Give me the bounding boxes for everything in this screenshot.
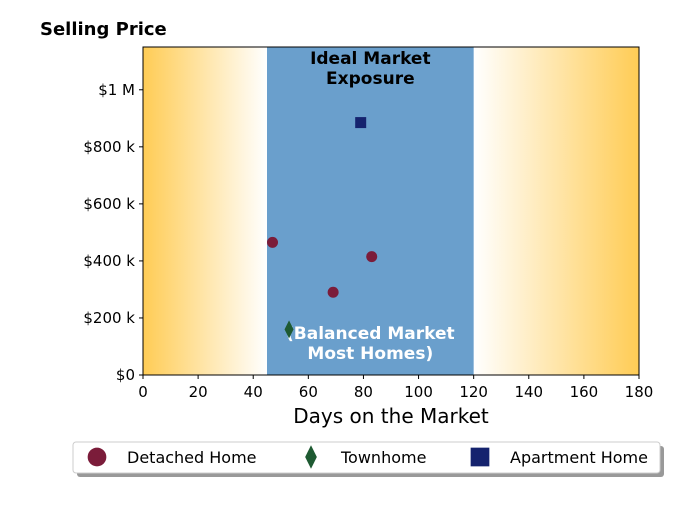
plot-frame bbox=[142, 46, 640, 376]
data-point-circle bbox=[327, 286, 339, 298]
data-point-square bbox=[355, 117, 367, 129]
x-axis-label: Days on the Market bbox=[293, 404, 489, 428]
data-point-circle bbox=[366, 251, 378, 263]
x-tick-label: 0 bbox=[138, 383, 148, 401]
legend-box bbox=[72, 441, 661, 474]
y-tick-label: $200 k bbox=[83, 309, 135, 327]
y-tick-label: $1 M bbox=[98, 81, 135, 99]
legend-label: Townhome bbox=[340, 448, 426, 467]
ideal-market-band bbox=[267, 47, 474, 375]
band-label-top-line: Exposure bbox=[326, 69, 415, 89]
data-point-circle bbox=[267, 236, 279, 248]
y-tick-label: $600 k bbox=[83, 195, 135, 213]
band-label-bottom-line: Most Homes) bbox=[307, 344, 433, 364]
legend-marker-diamond bbox=[305, 445, 317, 469]
legend-marker-circle bbox=[87, 447, 107, 467]
x-tick-label: 80 bbox=[354, 383, 373, 401]
legend: Detached Home Townhome Apartment Home bbox=[72, 441, 664, 477]
data-point-diamond bbox=[284, 320, 294, 339]
y-tick-label: $800 k bbox=[83, 138, 135, 156]
band-label-bottom-line: (Balanced Market bbox=[286, 324, 455, 344]
x-tick-label: 20 bbox=[189, 383, 208, 401]
x-tick-label: 120 bbox=[459, 383, 488, 401]
left-gradient-region bbox=[143, 47, 267, 375]
chart-title: Selling Price bbox=[40, 19, 167, 40]
x-tick-label: 40 bbox=[244, 383, 263, 401]
band-label-top-line: Ideal Market bbox=[310, 49, 431, 69]
x-tick-label: 100 bbox=[404, 383, 433, 401]
legend-marker-square bbox=[470, 447, 490, 467]
x-tick-label: 140 bbox=[514, 383, 543, 401]
data-points bbox=[267, 117, 378, 339]
axes: 0 20 40 60 80 100 120 140 160 180 $0 $200 k $400 k $6… bbox=[83, 46, 654, 401]
plot-background bbox=[143, 47, 639, 375]
y-tick-label: $0 bbox=[116, 366, 135, 384]
x-tick-label: 180 bbox=[625, 383, 654, 401]
x-tick-label: 160 bbox=[570, 383, 599, 401]
legend-label: Apartment Home bbox=[510, 448, 648, 467]
x-tick-label: 60 bbox=[299, 383, 318, 401]
y-tick-label: $400 k bbox=[83, 252, 135, 270]
right-gradient-region bbox=[473, 47, 639, 375]
legend-label: Detached Home bbox=[127, 448, 257, 467]
